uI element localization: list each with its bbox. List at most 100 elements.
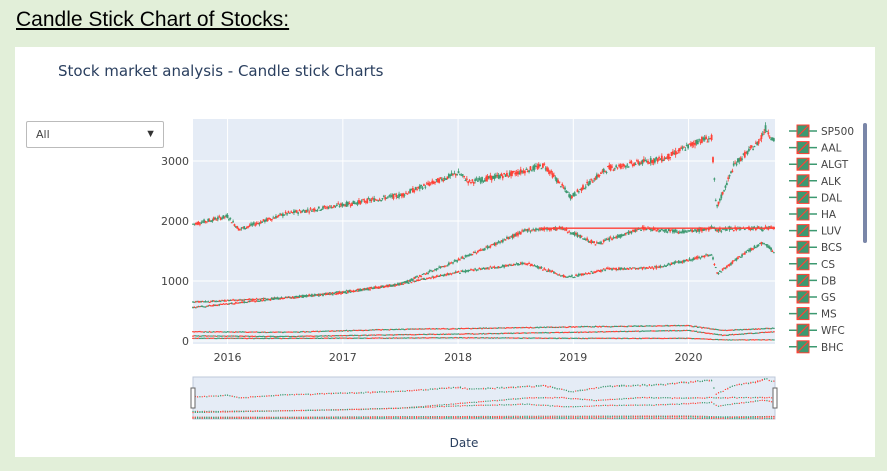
candle (566, 191, 569, 193)
candle (356, 337, 359, 339)
candle (294, 337, 297, 339)
candle (760, 135, 763, 139)
candle (421, 333, 424, 335)
candle (615, 236, 618, 238)
candle (507, 337, 510, 339)
candle (593, 241, 595, 244)
candle (694, 330, 696, 332)
candle (562, 326, 565, 328)
candle (287, 338, 290, 340)
candle (492, 266, 495, 268)
candle (720, 194, 723, 199)
candle (681, 230, 684, 233)
candle (717, 201, 720, 205)
candle (720, 329, 723, 331)
candle (512, 337, 515, 339)
candle (311, 294, 313, 296)
candle (739, 329, 742, 331)
candle (689, 229, 692, 231)
candle (280, 213, 283, 216)
candle (707, 254, 710, 256)
candle (759, 328, 761, 330)
candle (317, 295, 320, 297)
candle (364, 289, 367, 291)
candle (387, 334, 389, 336)
candle (533, 337, 536, 339)
candle (409, 189, 412, 193)
candle (467, 181, 470, 184)
candle (493, 337, 496, 339)
candle (420, 333, 423, 335)
candle (355, 334, 358, 336)
candle (568, 231, 571, 233)
candle (262, 338, 265, 340)
candle (727, 177, 730, 179)
candle (229, 337, 232, 339)
candle (367, 329, 370, 331)
candle (684, 260, 687, 262)
candle (353, 202, 356, 205)
candle (363, 334, 366, 336)
candle (750, 328, 753, 330)
candle (683, 325, 685, 327)
candle (396, 337, 399, 339)
candle (352, 335, 355, 337)
candle (752, 328, 755, 330)
candle (642, 337, 645, 339)
candle (262, 331, 265, 333)
candle (210, 300, 212, 302)
candle (403, 282, 406, 284)
candle (223, 299, 226, 302)
candle (582, 273, 584, 276)
candle (236, 335, 239, 337)
candle (630, 338, 633, 340)
candle (521, 171, 524, 173)
candle (241, 227, 244, 229)
candle (460, 327, 463, 329)
candle (474, 333, 477, 335)
candle (413, 334, 416, 336)
candle (626, 337, 629, 339)
candle (312, 335, 315, 337)
stock-filter-dropdown[interactable]: All ▼ (26, 121, 164, 148)
candle (192, 301, 194, 303)
candle (699, 257, 702, 259)
candle (304, 210, 306, 213)
candle (403, 334, 406, 336)
candle (304, 331, 306, 333)
candle (620, 331, 623, 333)
candle (691, 326, 694, 328)
candle (232, 299, 235, 301)
candle (508, 172, 511, 176)
candle (761, 229, 764, 231)
candle (616, 269, 619, 271)
candle (494, 174, 497, 178)
candle (573, 326, 576, 328)
candle (764, 331, 767, 333)
candle (362, 199, 365, 201)
candle (208, 219, 211, 221)
candle (676, 337, 678, 339)
candle (233, 224, 236, 226)
candle (492, 176, 495, 179)
candle (407, 328, 410, 330)
candle (761, 243, 764, 245)
candle (660, 228, 663, 230)
candle (398, 328, 400, 330)
candle (363, 337, 366, 339)
candle (431, 180, 434, 184)
candle (618, 165, 620, 167)
candle (290, 337, 293, 339)
chevron-down-icon[interactable]: ▼ (145, 128, 156, 140)
candle (707, 327, 710, 329)
candle (298, 331, 301, 333)
candle (359, 335, 362, 337)
candle (286, 337, 288, 339)
candle (302, 210, 305, 212)
candle (439, 177, 442, 179)
candle (266, 331, 269, 333)
candle (342, 335, 345, 337)
candle (680, 231, 683, 234)
candle (618, 234, 620, 238)
candle (447, 333, 450, 335)
